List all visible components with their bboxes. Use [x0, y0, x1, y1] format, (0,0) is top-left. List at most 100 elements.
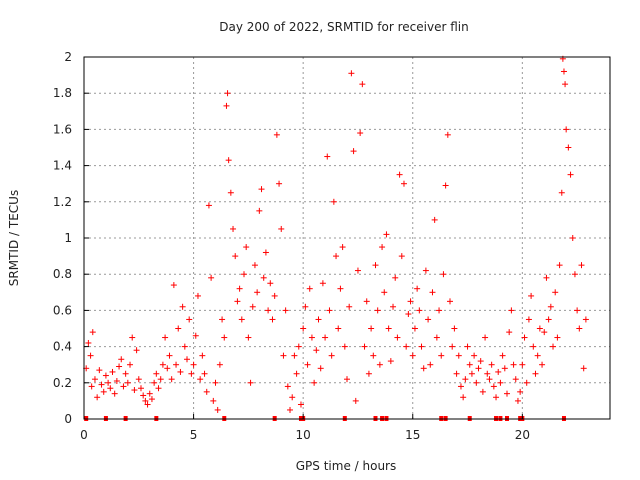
- data-point: [166, 352, 173, 359]
- data-point: [521, 334, 528, 341]
- data-point: [543, 274, 550, 281]
- data-point: [396, 171, 403, 178]
- y-axis-label: SRMTID / TECUs: [7, 190, 21, 286]
- data-point: [304, 361, 311, 368]
- data-point: [344, 376, 350, 383]
- data-point: [273, 131, 280, 138]
- data-point: [442, 182, 449, 189]
- data-point: [287, 406, 294, 413]
- data-point: [574, 307, 581, 314]
- data-point: [460, 394, 467, 401]
- data-point: [151, 379, 158, 386]
- data-point: [124, 379, 131, 386]
- data-point: [493, 394, 500, 401]
- data-point: [243, 244, 250, 251]
- data-point: [499, 352, 506, 359]
- data-point: [414, 285, 421, 292]
- data-point: [383, 231, 390, 238]
- data-point: [297, 401, 304, 408]
- data-point: [357, 130, 364, 137]
- data-point: [354, 267, 361, 274]
- y-tick-label: 1.8: [53, 86, 72, 100]
- data-point: [528, 292, 535, 299]
- data-point: [381, 289, 388, 296]
- data-point: [137, 385, 144, 392]
- data-point: [181, 343, 188, 350]
- data-point: [109, 368, 116, 375]
- data-point: [352, 397, 359, 404]
- data-point: [107, 385, 114, 392]
- y-tick-label: 1: [64, 231, 72, 245]
- y-tick-label: 2: [64, 50, 72, 64]
- data-point: [256, 207, 263, 214]
- data-point: [346, 303, 353, 310]
- data-point: [315, 316, 322, 323]
- data-point: [444, 131, 451, 138]
- data-point: [88, 383, 95, 390]
- data-point: [164, 365, 171, 372]
- x-tick-label: 10: [296, 428, 311, 442]
- data-point: [569, 235, 576, 241]
- y-tick-label: 1.4: [53, 159, 72, 173]
- data-point: [534, 352, 541, 359]
- data-point: [230, 225, 237, 232]
- data-point: [403, 343, 410, 350]
- data-point: [468, 370, 475, 377]
- data-point: [545, 316, 552, 323]
- data-point: [131, 387, 138, 394]
- data-point: [170, 282, 177, 289]
- data-point: [146, 390, 153, 397]
- data-point: [96, 367, 103, 374]
- data-point: [565, 144, 572, 151]
- data-point: [580, 365, 587, 372]
- data-point: [503, 390, 510, 397]
- data-point: [438, 352, 445, 359]
- data-point: [133, 347, 140, 354]
- data-point: [232, 253, 239, 260]
- data-point: [267, 280, 274, 287]
- data-point: [514, 397, 521, 404]
- data-point: [295, 343, 302, 350]
- data-point: [359, 81, 366, 88]
- data-point: [451, 325, 458, 332]
- data-point: [554, 334, 561, 341]
- data-point: [455, 352, 462, 359]
- data-point: [221, 334, 228, 341]
- data-point: [398, 253, 405, 260]
- data-point: [111, 390, 118, 397]
- y-tick-label: 0: [64, 412, 72, 426]
- data-point: [453, 370, 460, 377]
- data-point: [379, 244, 386, 251]
- data-point: [224, 90, 231, 97]
- data-point: [300, 325, 307, 332]
- data-point: [157, 376, 164, 383]
- data-point: [177, 368, 184, 375]
- data-point: [335, 325, 342, 332]
- data-point: [155, 385, 162, 392]
- data-point: [98, 381, 105, 388]
- data-point: [322, 334, 329, 341]
- data-point: [91, 376, 98, 383]
- data-point: [216, 361, 223, 368]
- data-point: [284, 383, 291, 390]
- data-point: [490, 383, 497, 390]
- data-point: [348, 70, 355, 77]
- data-point: [427, 361, 434, 368]
- data-point: [223, 102, 230, 109]
- chart-title: Day 200 of 2022, SRMTID for receiver fli…: [219, 20, 468, 34]
- data-point: [179, 303, 186, 310]
- data-point: [118, 356, 125, 363]
- data-point: [567, 171, 574, 178]
- data-point: [517, 388, 524, 395]
- data-point: [510, 361, 517, 368]
- data-point: [197, 376, 204, 383]
- y-tick-label: 0.4: [53, 340, 72, 354]
- data-point: [278, 225, 285, 232]
- data-point: [87, 352, 94, 359]
- data-point: [471, 352, 478, 359]
- data-point: [558, 189, 565, 196]
- data-point: [501, 365, 508, 372]
- data-point: [175, 325, 182, 332]
- data-point: [363, 298, 370, 305]
